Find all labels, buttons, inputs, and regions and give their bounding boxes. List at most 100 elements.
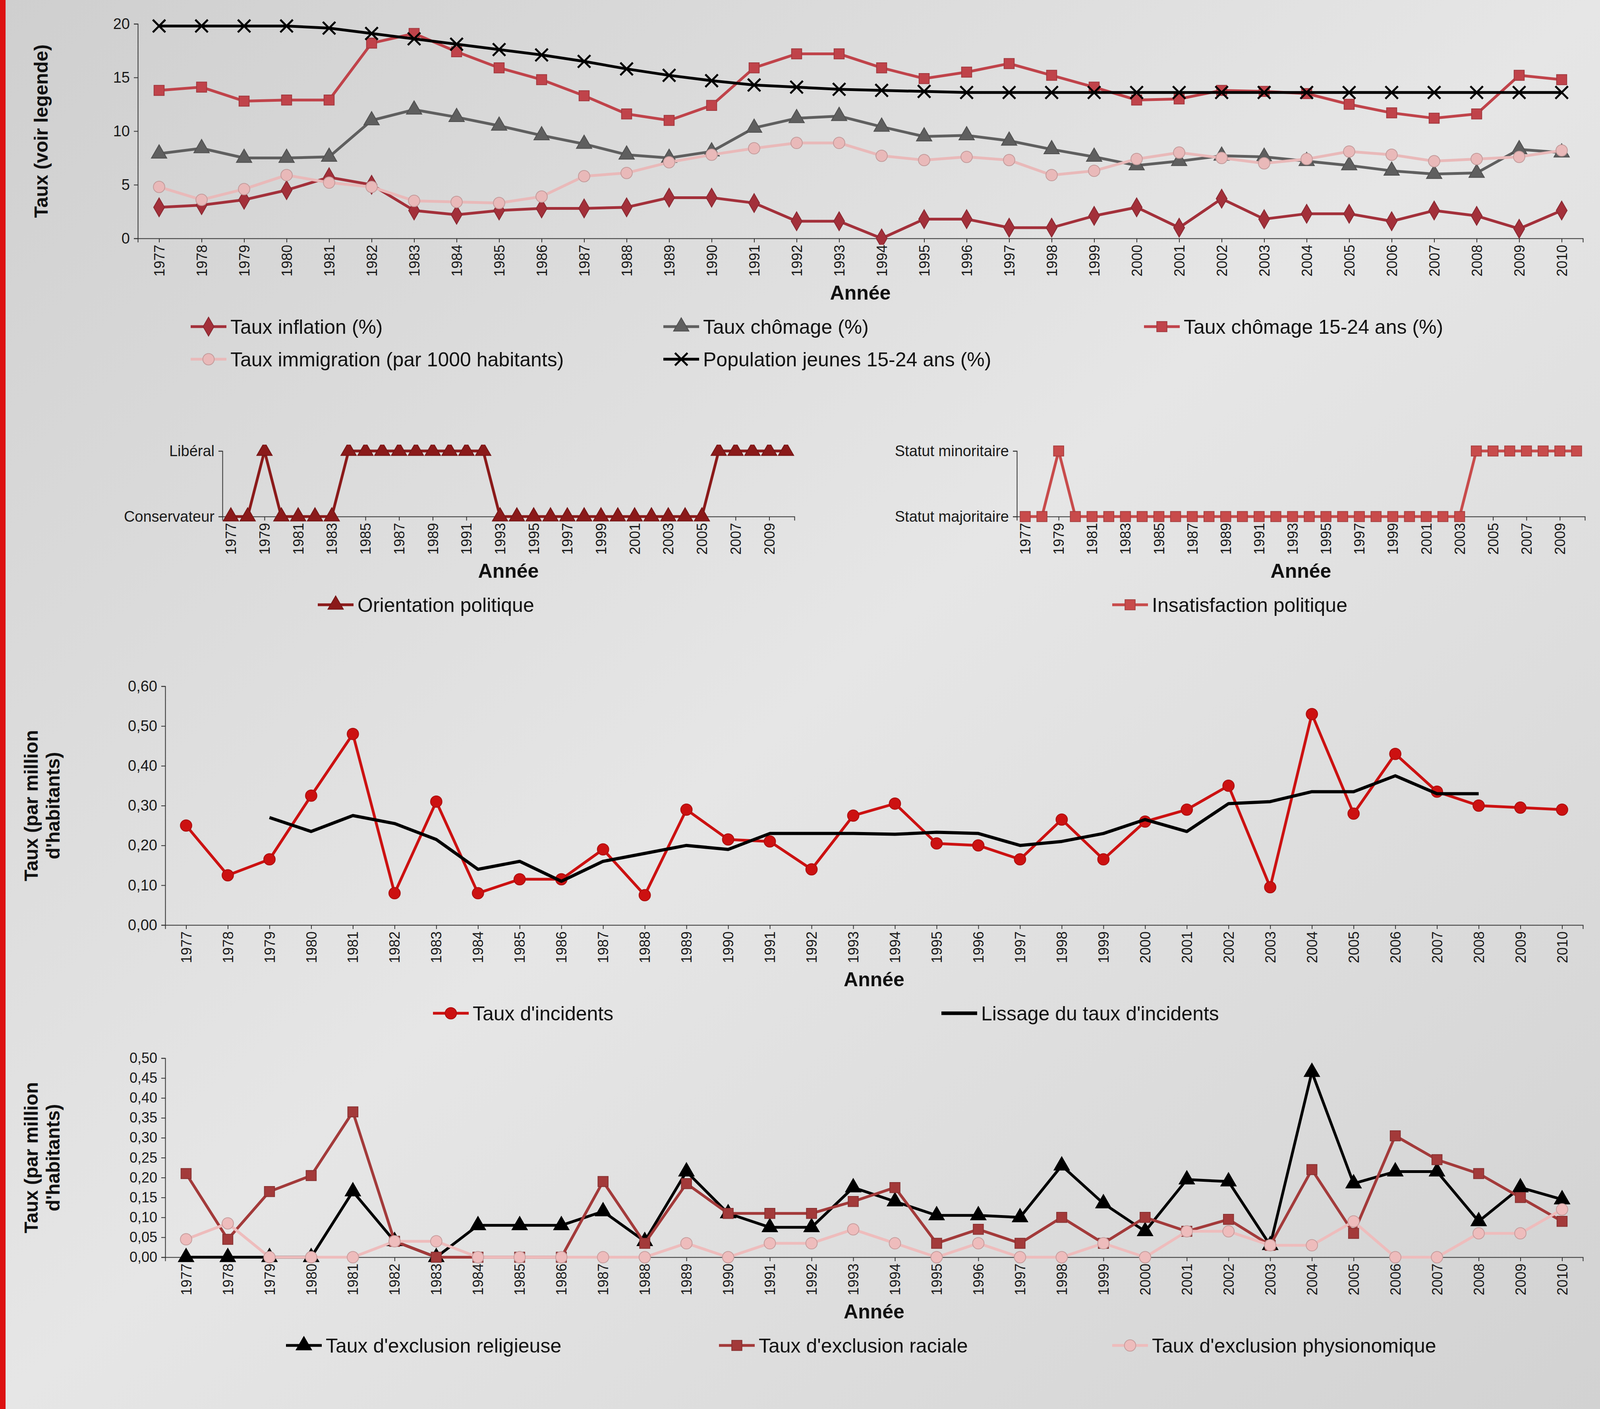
series-marker <box>430 795 443 808</box>
x-tick-mark <box>1306 238 1308 243</box>
series-marker <box>1421 511 1432 522</box>
series-marker <box>790 81 804 94</box>
y-axis-title-line: d'habitants) <box>42 751 64 859</box>
series-marker <box>1053 1156 1070 1170</box>
x-tick-label: 1978 <box>220 1263 237 1295</box>
x-tick-label: 1990 <box>703 244 721 277</box>
y-tick: 10 <box>113 122 138 140</box>
series-marker <box>1046 218 1058 237</box>
x-tick-mark <box>769 516 770 521</box>
series-marker <box>1300 153 1313 165</box>
series-marker <box>323 176 335 189</box>
y-tick: 20 <box>113 15 138 33</box>
series-marker <box>1553 143 1570 158</box>
legend-item: Taux immigration (par 1000 habitants) <box>190 348 564 371</box>
x-tick-label: 1986 <box>553 1263 570 1295</box>
series-marker <box>321 147 337 162</box>
series-marker <box>1557 1215 1568 1226</box>
series-marker <box>1215 152 1228 164</box>
chart-page: 1977197819791980198119821983198419851986… <box>0 0 1600 1409</box>
x-tick-label: 2010 <box>1553 244 1571 277</box>
series-marker <box>918 209 930 229</box>
series-marker <box>876 62 887 73</box>
series-marker <box>408 444 424 456</box>
x-tick-label: 2007 <box>1426 244 1443 277</box>
series-marker <box>1300 86 1314 99</box>
series-marker <box>441 444 458 456</box>
x-tick: 2004 <box>1298 238 1316 277</box>
series-marker <box>1556 74 1567 85</box>
series-marker <box>1086 147 1102 162</box>
x-tick-label: 1984 <box>469 931 487 963</box>
series-marker <box>1342 86 1356 99</box>
series-marker <box>1130 86 1144 99</box>
series-marker <box>1347 807 1360 820</box>
series-marker <box>576 507 592 522</box>
x-tick-mark <box>1436 924 1438 929</box>
series-marker <box>727 444 744 456</box>
x-tick: 2007 <box>727 516 744 555</box>
y-tick: 0,00 <box>129 1248 166 1265</box>
series-marker <box>889 797 901 810</box>
y-tick: 0,40 <box>127 757 166 774</box>
x-tick-label: 1996 <box>970 1263 987 1295</box>
series-marker <box>406 100 422 115</box>
legend-item: Taux d'incidents <box>432 1002 614 1025</box>
x-tick-label: 2002 <box>1220 1263 1237 1295</box>
series-marker <box>257 444 273 456</box>
x-tick-mark <box>286 238 288 243</box>
series-marker <box>1306 708 1318 720</box>
x-tick-label: 2009 <box>1512 931 1529 963</box>
x-tick: 2008 <box>1470 924 1488 963</box>
x-tick: 1999 <box>593 516 610 555</box>
x-tick-label: 1997 <box>1001 244 1018 277</box>
x-tick-label: 2005 <box>1345 931 1363 963</box>
x-tick: 1978 <box>193 238 211 277</box>
legend-label: Taux d'exclusion physionomique <box>1151 1334 1437 1357</box>
series-line <box>159 109 1562 174</box>
series-marker <box>706 100 717 111</box>
x-tick: 2003 <box>1256 238 1273 277</box>
x-tick-label: 1987 <box>595 1263 612 1295</box>
x-axis: 1977197819791980198119821983198419851986… <box>138 238 1584 277</box>
series-marker <box>1306 1164 1317 1175</box>
series-marker <box>660 507 677 522</box>
series-marker <box>747 78 761 92</box>
y-tick-mark <box>161 725 166 727</box>
x-tick-mark <box>477 924 479 929</box>
legend-marker <box>731 1339 742 1350</box>
x-tick: 1983 <box>406 238 423 277</box>
legend-item: Taux d'exclusion raciale <box>718 1334 969 1357</box>
x-axis-title: Année <box>478 559 540 582</box>
x-tick-label: 1993 <box>831 244 848 277</box>
series-marker <box>746 119 762 133</box>
legend-item: Taux chômage (%) <box>663 315 869 339</box>
y-tick-label: 10 <box>113 122 130 140</box>
x-tick-label: 2003 <box>1262 1263 1279 1295</box>
x-axis: 1977197819791980198119821983198419851986… <box>165 924 1584 963</box>
x-tick-label: 1983 <box>428 931 445 963</box>
series-marker <box>749 62 760 73</box>
x-tick: 2002 <box>1220 1256 1237 1295</box>
series-marker <box>1513 86 1526 99</box>
x-tick-label: 2005 <box>1341 244 1358 277</box>
series-marker <box>307 507 323 522</box>
legend-label: Taux inflation (%) <box>230 315 383 339</box>
series-marker <box>281 180 292 200</box>
x-tick-mark <box>853 924 855 929</box>
y-tick: 0,00 <box>127 916 166 934</box>
y-tick: Libéral <box>169 442 223 460</box>
series-marker <box>1387 511 1398 522</box>
y-tick-mark <box>218 450 223 452</box>
series-marker <box>875 150 888 162</box>
series-marker <box>1003 154 1015 167</box>
series-marker <box>597 1251 609 1263</box>
series-marker <box>472 1251 484 1263</box>
series-marker <box>1089 82 1100 93</box>
series-marker <box>1431 1251 1443 1263</box>
x-tick-label: 1993 <box>845 931 862 963</box>
x-tick: 1977 <box>151 238 168 277</box>
x-tick-mark <box>626 238 628 243</box>
series-marker <box>848 1196 858 1206</box>
series-marker <box>388 1235 401 1247</box>
